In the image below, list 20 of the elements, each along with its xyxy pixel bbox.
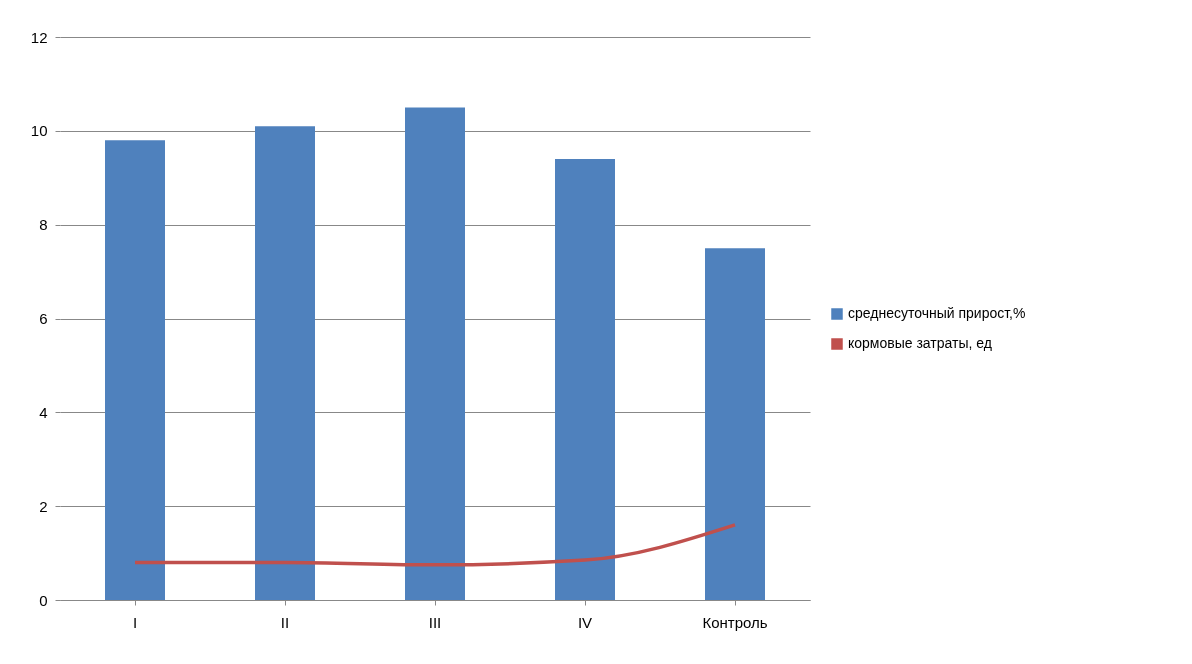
bar bbox=[555, 158, 615, 600]
bar bbox=[705, 248, 765, 600]
y-tick-label: 12 bbox=[30, 28, 48, 46]
bar bbox=[105, 140, 165, 600]
x-tick-label: IV bbox=[577, 613, 593, 631]
legend-label: кормовые затраты, ед bbox=[848, 335, 992, 351]
y-tick-label: 0 bbox=[39, 591, 48, 609]
legend-label: среднесуточный прирост,% bbox=[848, 305, 1026, 321]
bar bbox=[405, 107, 465, 600]
x-tick-label: I bbox=[132, 613, 138, 631]
y-tick-label: 4 bbox=[39, 403, 48, 421]
bar bbox=[255, 126, 315, 600]
y-tick-label: 6 bbox=[39, 310, 48, 327]
y-tick-label: 10 bbox=[30, 122, 48, 140]
y-tick-label: 2 bbox=[39, 497, 48, 515]
x-tick-label: III bbox=[428, 613, 442, 631]
y-tick-label: 8 bbox=[39, 216, 48, 234]
x-tick-label: II bbox=[280, 613, 290, 631]
line-series bbox=[133, 523, 737, 567]
x-tick-label: Контроль bbox=[702, 613, 768, 631]
